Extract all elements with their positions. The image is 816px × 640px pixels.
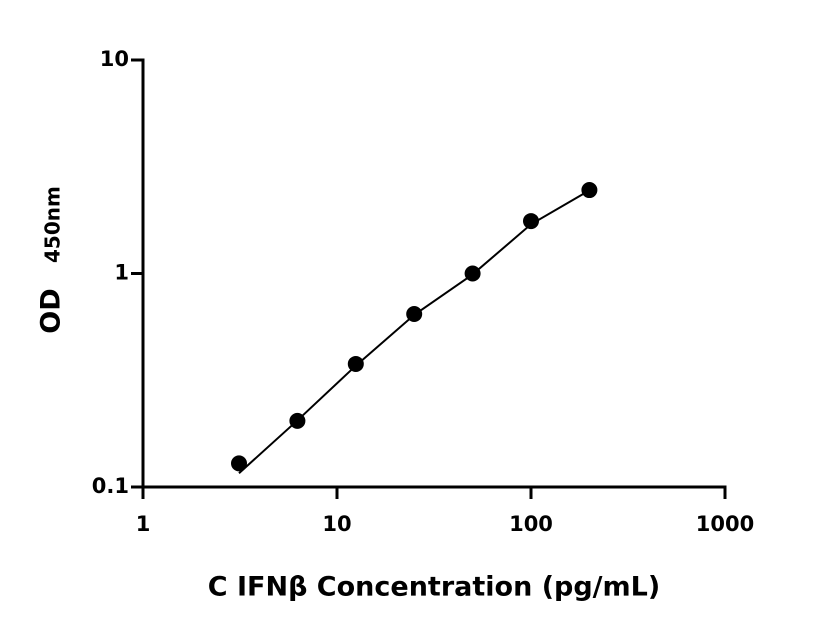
x-axis-title: C IFNβ Concentration (pg/mL) bbox=[208, 572, 660, 603]
y-axis-title: OD bbox=[36, 288, 67, 333]
data-point bbox=[406, 306, 423, 323]
y-tick-label: 1 bbox=[114, 261, 129, 285]
data-point bbox=[289, 412, 306, 429]
y-tick-label: 10 bbox=[100, 47, 129, 71]
fit-curve bbox=[238, 189, 590, 474]
data-point bbox=[581, 182, 598, 199]
y-axis-title-group: OD 450nm bbox=[36, 186, 67, 334]
x-tick-label: 100 bbox=[509, 512, 553, 536]
data-point bbox=[347, 355, 364, 372]
data-point bbox=[231, 455, 248, 472]
data-point bbox=[523, 213, 539, 230]
data-point bbox=[464, 265, 481, 282]
y-axis-title-sub: 450nm bbox=[41, 186, 65, 263]
y-tick-label: 0.1 bbox=[92, 474, 129, 498]
x-tick-label: 10 bbox=[322, 512, 351, 536]
x-tick-label: 1 bbox=[136, 512, 151, 536]
x-tick-label: 1000 bbox=[696, 512, 754, 536]
